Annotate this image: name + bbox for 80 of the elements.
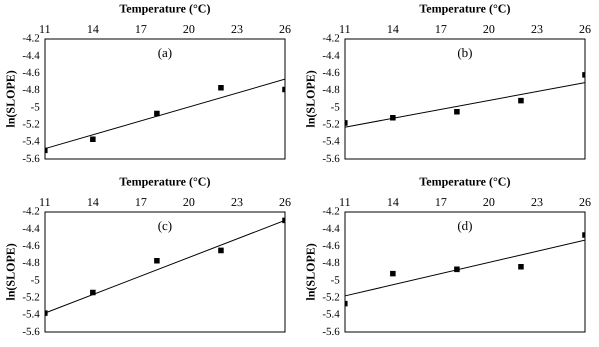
y-axis-title: ln(SLOPE) bbox=[3, 243, 18, 301]
x-tick-label: 14 bbox=[86, 22, 99, 36]
x-tick-label: 26 bbox=[279, 22, 291, 36]
x-tick-label: 23 bbox=[230, 22, 243, 36]
x-tick-label: 11 bbox=[39, 194, 51, 209]
x-tick-label: 20 bbox=[182, 22, 195, 36]
x-axis-title: Temperature (°C) bbox=[119, 1, 210, 16]
y-tick-label: -5.4 bbox=[22, 308, 40, 321]
y-tick-label: -5.6 bbox=[322, 326, 340, 338]
y-tick-label: -4.2 bbox=[22, 32, 40, 45]
x-tick-label: 23 bbox=[530, 22, 543, 36]
y-tick-label: -5 bbox=[330, 274, 340, 286]
point bbox=[90, 136, 96, 142]
x-tick-label: 14 bbox=[386, 22, 399, 36]
x-tick-label: 14 bbox=[86, 194, 99, 209]
point bbox=[154, 258, 160, 264]
y-axis-title: ln(SLOPE) bbox=[303, 243, 318, 301]
point bbox=[454, 266, 460, 272]
annotation: (b) bbox=[457, 45, 472, 60]
y-tick-label: -4.2 bbox=[322, 206, 340, 218]
y-tick-label: -5.6 bbox=[22, 152, 40, 165]
y-axis-title: ln(SLOPE) bbox=[303, 70, 318, 128]
x-axis-title: Temperature (°C) bbox=[119, 174, 210, 188]
x-tick-label: 23 bbox=[230, 194, 243, 209]
annotation: (d) bbox=[457, 218, 472, 234]
y-tick-label: -4.6 bbox=[322, 67, 340, 80]
y-tick-label: -5.4 bbox=[322, 308, 340, 321]
point bbox=[218, 84, 224, 90]
x-tick-label: 26 bbox=[279, 194, 291, 209]
x-tick-label: 26 bbox=[579, 22, 591, 36]
point bbox=[90, 290, 96, 296]
annotation: (c) bbox=[158, 218, 172, 234]
x-axis-title: Temperature (°C) bbox=[419, 1, 510, 16]
y-tick-label: -4.4 bbox=[322, 222, 340, 235]
y-tick-label: -4.8 bbox=[22, 84, 40, 96]
y-axis-title: ln(SLOPE) bbox=[3, 70, 18, 128]
y-tick-label: -5.2 bbox=[22, 292, 40, 304]
point bbox=[454, 109, 460, 115]
y-tick-label: -5.4 bbox=[22, 136, 40, 148]
y-tick-label: -5.6 bbox=[322, 152, 340, 165]
y-tick-label: -5.4 bbox=[322, 136, 340, 148]
point bbox=[390, 115, 396, 121]
y-tick-label: -5 bbox=[330, 101, 340, 114]
y-tick-label: -4.4 bbox=[322, 50, 340, 62]
x-axis-title: Temperature (°C) bbox=[419, 174, 510, 188]
y-tick-label: -4.4 bbox=[22, 222, 40, 235]
point bbox=[218, 248, 224, 254]
y-tick-label: -5.6 bbox=[22, 326, 40, 338]
y-tick-label: -5 bbox=[30, 101, 40, 114]
x-tick-label: 11 bbox=[39, 22, 51, 36]
x-tick-label: 17 bbox=[434, 194, 447, 209]
y-tick-label: -4.8 bbox=[22, 257, 40, 270]
point bbox=[518, 264, 524, 270]
x-tick-label: 17 bbox=[434, 22, 447, 36]
x-tick-label: 14 bbox=[386, 194, 399, 209]
y-tick-label: -4.6 bbox=[322, 240, 340, 252]
y-tick-label: -4.4 bbox=[22, 50, 40, 62]
x-tick-label: 20 bbox=[182, 194, 195, 209]
x-tick-label: 17 bbox=[134, 194, 147, 209]
y-tick-label: -4.8 bbox=[322, 257, 340, 270]
point bbox=[154, 110, 160, 116]
x-tick-label: 20 bbox=[482, 194, 495, 209]
x-tick-label: 23 bbox=[530, 194, 543, 209]
y-tick-label: -5 bbox=[30, 274, 40, 286]
y-tick-label: -5.2 bbox=[322, 292, 340, 304]
x-tick-label: 11 bbox=[339, 194, 351, 209]
y-tick-label: -4.6 bbox=[22, 240, 40, 252]
point bbox=[518, 98, 524, 104]
point bbox=[390, 270, 396, 276]
y-tick-label: -5.2 bbox=[322, 118, 340, 131]
y-tick-label: -4.2 bbox=[22, 206, 40, 218]
x-tick-label: 11 bbox=[339, 22, 351, 36]
y-tick-label: -5.2 bbox=[22, 118, 40, 131]
x-tick-label: 17 bbox=[134, 22, 147, 36]
annotation: (a) bbox=[158, 45, 172, 60]
x-tick-label: 20 bbox=[482, 22, 495, 36]
y-tick-label: -4.6 bbox=[22, 67, 40, 80]
x-tick-label: 26 bbox=[579, 194, 591, 209]
y-tick-label: -4.2 bbox=[322, 32, 340, 45]
y-tick-label: -4.8 bbox=[322, 84, 340, 96]
